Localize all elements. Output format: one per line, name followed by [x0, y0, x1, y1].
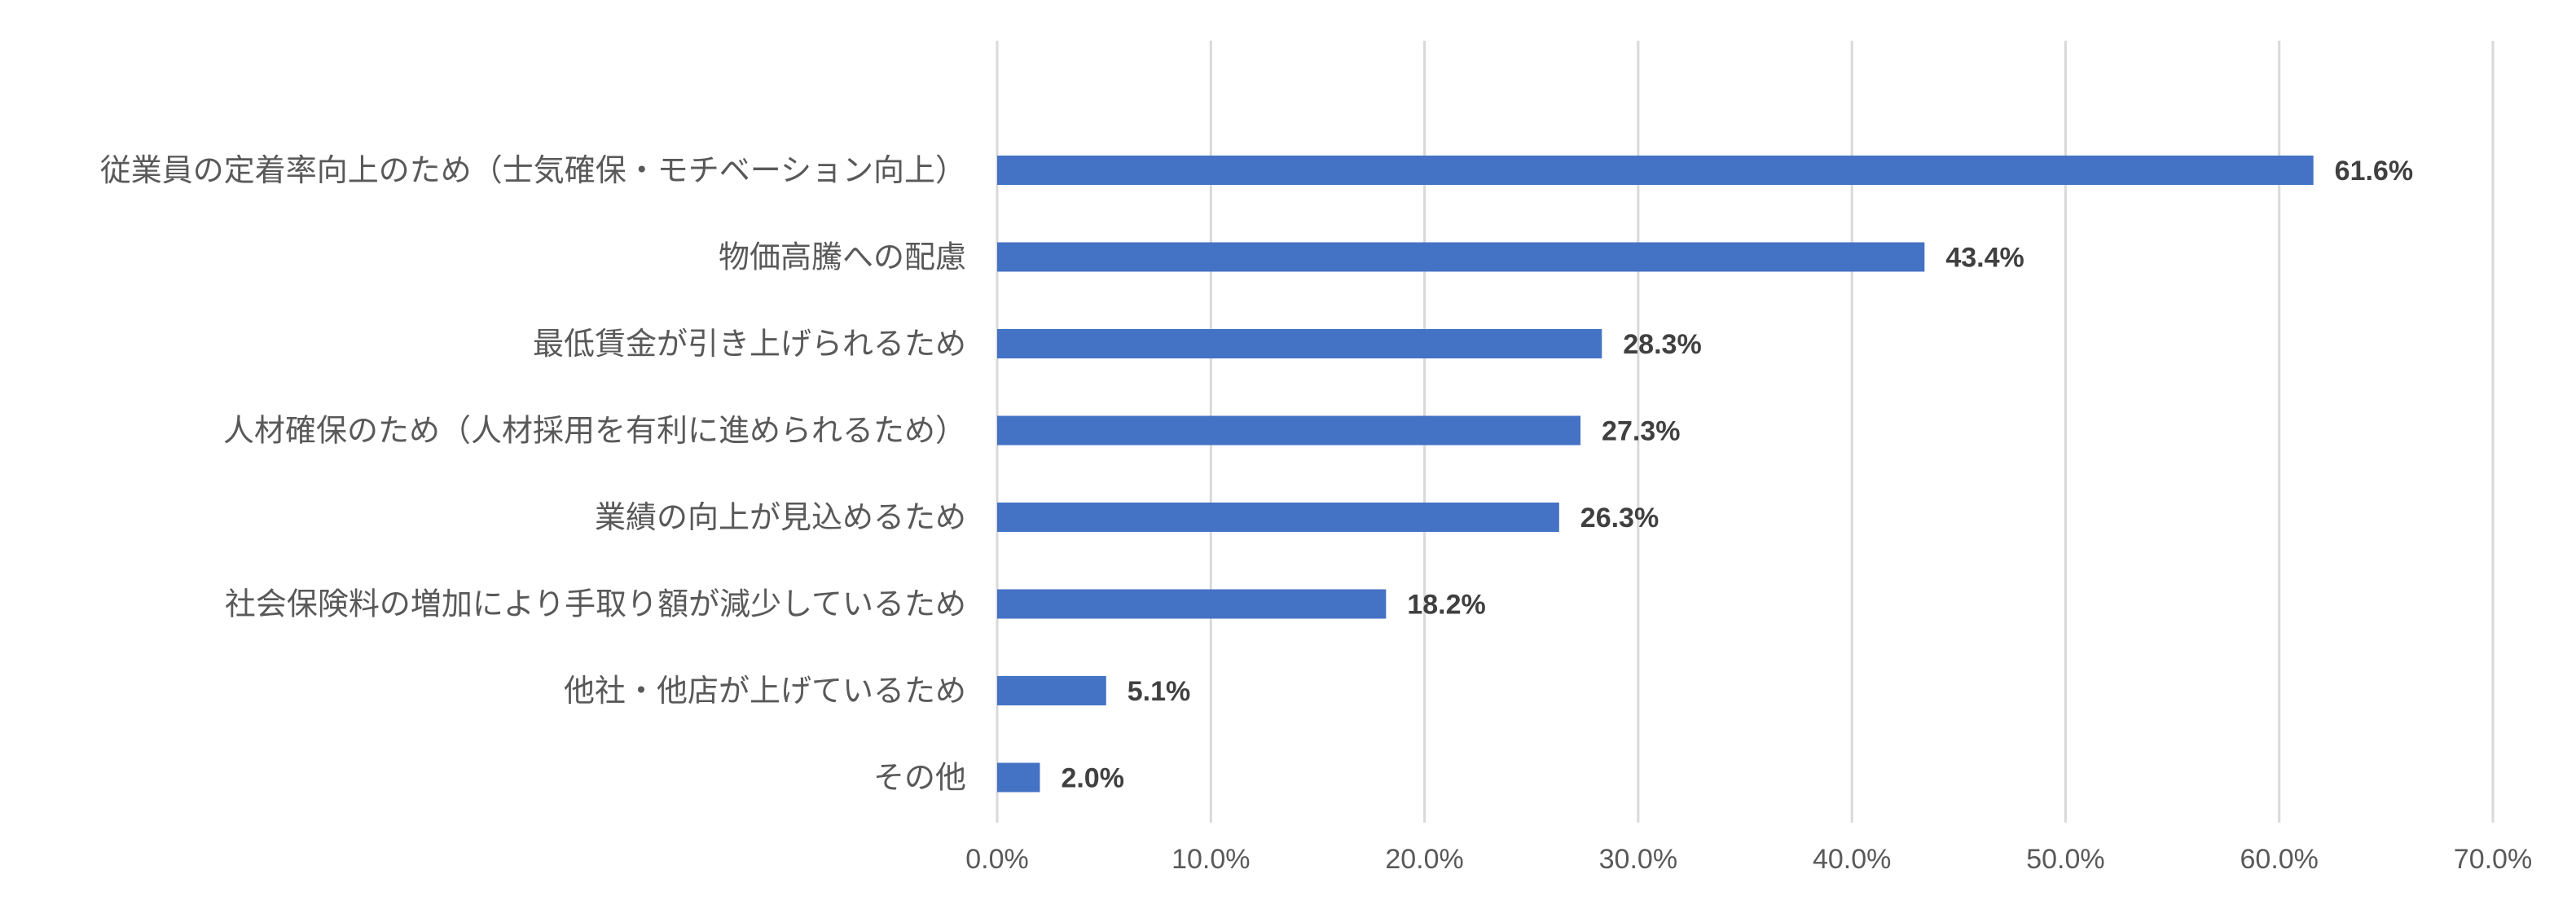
- data-label: 43.4%: [1945, 243, 2024, 274]
- data-label-layer: 61.6% 43.4% 28.3% 27.3% 26.3% 18.2% 5.1% 2.0%: [1061, 156, 2413, 794]
- x-tick-label: 30.0%: [1599, 844, 1677, 875]
- category-label-layer: 従業員の定着率向上のため（士気確保・モチベーション向上） 物価高騰への配慮最低賃金…: [100, 152, 966, 796]
- data-label: 61.6%: [2335, 156, 2413, 187]
- bar: [997, 415, 1581, 446]
- data-label: 28.3%: [1623, 329, 1701, 360]
- bar: [997, 503, 1559, 532]
- bar: [997, 242, 1925, 272]
- x-tick-label: 20.0%: [1385, 844, 1463, 875]
- category-label: 人材確保のため（人材採用を有利に進められるため）: [223, 413, 966, 449]
- bar: [997, 156, 2314, 185]
- bar-layer: [997, 156, 2314, 793]
- data-label: 2.0%: [1061, 763, 1124, 794]
- category-label: 業績の向上が見込めるため: [595, 499, 966, 535]
- data-label: 18.2%: [1407, 590, 1485, 621]
- x-tick-label: 50.0%: [2026, 844, 2104, 875]
- bar: [997, 589, 1387, 619]
- category-label: 最低賃金が引き上げられるため: [533, 326, 966, 362]
- data-label: 27.3%: [1602, 416, 1680, 447]
- x-tick-label: 10.0%: [1172, 844, 1250, 875]
- category-label: 従業員の定着率向上のため（士気確保・モチベーション向上）: [100, 152, 966, 188]
- bar: [997, 329, 1602, 358]
- x-tick-label: 60.0%: [2240, 844, 2319, 875]
- category-label: 他社・他店が上げているため: [564, 673, 966, 709]
- category-label: 社会保険料の増加により手取り額が減少しているため: [225, 586, 966, 622]
- bar: [997, 762, 1040, 793]
- x-tick-label: 0.0%: [965, 844, 1029, 875]
- data-label: 26.3%: [1580, 503, 1659, 534]
- x-tick-label-layer: 0.0% 10.0% 20.0% 30.0% 40.0% 50.0% 60.0% 70.0%: [965, 844, 2532, 875]
- bar: [997, 676, 1106, 705]
- data-label: 5.1%: [1128, 676, 1191, 707]
- x-tick-label: 40.0%: [1813, 844, 1891, 875]
- category-label: 物価高騰への配慮: [719, 239, 966, 275]
- x-tick-label: 70.0%: [2454, 844, 2532, 875]
- category-label: その他: [873, 760, 966, 796]
